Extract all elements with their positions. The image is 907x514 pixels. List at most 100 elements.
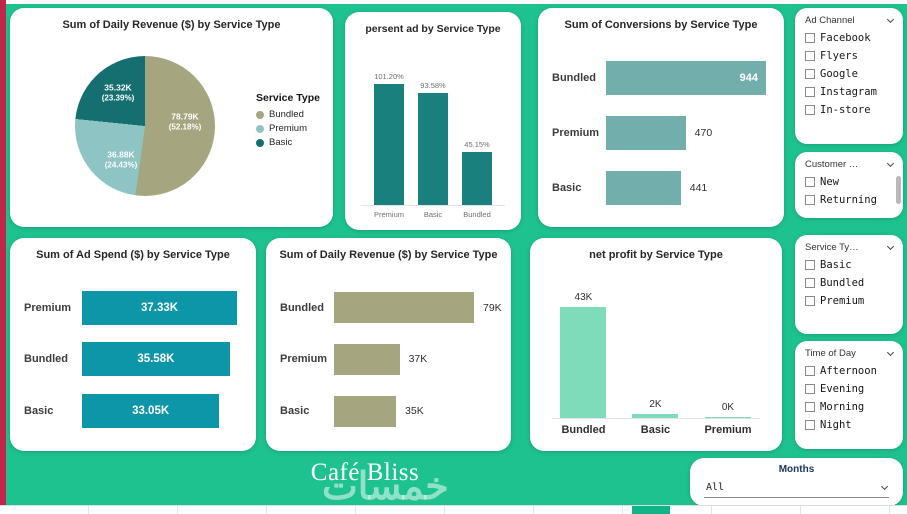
filter-option[interactable]: Instagram bbox=[804, 83, 894, 101]
card-ad-spend: Sum of Ad Spend ($) by Service Type Prem… bbox=[10, 238, 256, 451]
filter-option-label: Afternoon bbox=[820, 365, 877, 377]
bar[interactable] bbox=[560, 307, 607, 419]
chart-title: Sum of Ad Spend ($) by Service Type bbox=[36, 249, 230, 261]
checkbox[interactable] bbox=[805, 87, 815, 97]
checkbox[interactable] bbox=[805, 105, 815, 115]
filter-option[interactable]: Evening bbox=[804, 380, 894, 398]
months-slicer: Months All bbox=[690, 458, 903, 506]
bar[interactable] bbox=[334, 292, 474, 324]
checkbox[interactable] bbox=[805, 384, 815, 394]
scrollbar[interactable] bbox=[896, 176, 901, 204]
filter-option[interactable]: Afternoon bbox=[804, 362, 894, 380]
legend-swatch bbox=[256, 110, 264, 119]
checkbox[interactable] bbox=[805, 260, 815, 270]
chevron-down-icon bbox=[886, 242, 895, 250]
filter-option[interactable]: Returning bbox=[804, 191, 894, 209]
checkbox[interactable] bbox=[805, 51, 815, 61]
bar-column: 2K Basic bbox=[632, 286, 679, 441]
bar-value-label: 79K bbox=[483, 301, 502, 314]
bar-category-label: Premium bbox=[704, 424, 752, 436]
legend-label: Bundled bbox=[269, 109, 304, 120]
slicer-ad-channel: Ad Channel Facebook Flyers Google Instagram I… bbox=[795, 8, 903, 144]
bar[interactable] bbox=[632, 413, 679, 419]
bar-category-label: Basic bbox=[280, 405, 310, 418]
months-label: Months bbox=[778, 464, 815, 475]
bar-row: Basic 35K bbox=[280, 395, 499, 427]
bar-row: Bundled 79K bbox=[280, 292, 502, 324]
active-sheet-tab[interactable] bbox=[632, 506, 670, 514]
filter-option[interactable]: Bundled bbox=[804, 274, 894, 292]
bar[interactable] bbox=[606, 170, 681, 205]
bar[interactable] bbox=[606, 115, 686, 150]
pie-value: 36.88K bbox=[107, 149, 135, 160]
filter-option[interactable]: New bbox=[804, 173, 894, 191]
watermark-text: خمسات bbox=[322, 466, 449, 508]
bar-value-label: 35K bbox=[405, 405, 424, 418]
filter-option[interactable]: Night bbox=[804, 416, 894, 434]
bar-row: Premium 470 bbox=[552, 115, 772, 150]
bar-category-label: Premium bbox=[552, 126, 600, 139]
bar[interactable] bbox=[334, 395, 397, 427]
filter-option-label: Flyers bbox=[820, 50, 858, 62]
bar-category-label: Basic bbox=[423, 209, 443, 219]
filter-option[interactable]: Facebook bbox=[804, 29, 894, 47]
checkbox[interactable] bbox=[805, 195, 815, 205]
filter-option-label: Night bbox=[820, 419, 852, 431]
legend-item[interactable]: Basic bbox=[256, 137, 320, 148]
pie-value: 78.79K bbox=[171, 111, 199, 122]
bar-category-label: Basic bbox=[640, 424, 671, 436]
bar[interactable]: 37.33K bbox=[82, 290, 237, 325]
bar-category-label: Bundled bbox=[24, 353, 68, 366]
filter-option-label: Facebook bbox=[820, 32, 871, 44]
checkbox[interactable] bbox=[805, 366, 815, 376]
checkbox[interactable] bbox=[805, 177, 815, 187]
checkbox[interactable] bbox=[805, 420, 815, 430]
chart-title: Sum of Daily Revenue ($) by Service Type bbox=[279, 249, 498, 261]
sheet-strip[interactable] bbox=[0, 505, 907, 514]
bar-track: 35K bbox=[334, 395, 499, 427]
legend-label: Premium bbox=[269, 123, 308, 134]
legend-item[interactable]: Bundled bbox=[256, 109, 320, 120]
checkbox[interactable] bbox=[805, 402, 815, 412]
legend: Service Type Bundled Premium Basic bbox=[256, 92, 320, 151]
bar-row: Premium 37.33K bbox=[24, 290, 244, 325]
legend-items: Bundled Premium Basic bbox=[256, 109, 320, 148]
bar-row: Basic 33.05K bbox=[24, 394, 244, 429]
filter-header[interactable]: Customer … bbox=[804, 159, 895, 173]
x-axis-line bbox=[361, 205, 505, 206]
bar-value-label: 43K bbox=[574, 292, 593, 303]
checkbox[interactable] bbox=[805, 33, 815, 43]
bar[interactable]: 33.05K bbox=[82, 394, 220, 429]
filter-header[interactable]: Ad Channel bbox=[804, 15, 895, 29]
filter-header[interactable]: Service Ty… bbox=[804, 242, 895, 256]
filter-option[interactable]: In-store bbox=[804, 101, 894, 119]
bar[interactable] bbox=[418, 93, 448, 206]
bar-track: 37.33K bbox=[82, 290, 244, 325]
checkbox[interactable] bbox=[805, 296, 815, 306]
months-dropdown[interactable]: All bbox=[704, 480, 889, 498]
bar-row: Bundled 944 bbox=[552, 60, 772, 95]
legend-item[interactable]: Premium bbox=[256, 123, 320, 134]
bar[interactable] bbox=[373, 84, 404, 206]
bar-row: Basic 441 bbox=[552, 170, 772, 205]
bar[interactable]: 35.58K bbox=[82, 342, 230, 377]
filter-option[interactable]: Premium bbox=[804, 292, 894, 310]
bar-value-label: 441 bbox=[689, 181, 708, 194]
bar[interactable] bbox=[334, 343, 400, 375]
checkbox[interactable] bbox=[805, 69, 815, 79]
filter-option-label: New bbox=[820, 176, 839, 188]
chevron-down-icon bbox=[886, 159, 895, 167]
filter-option[interactable]: Flyers bbox=[804, 47, 894, 65]
legend-swatch bbox=[256, 124, 264, 133]
bar[interactable]: 944 bbox=[606, 60, 766, 95]
pie-chart[interactable] bbox=[75, 56, 215, 196]
checkbox[interactable] bbox=[805, 278, 815, 288]
filter-option[interactable]: Basic bbox=[804, 256, 894, 274]
bar-plot: Bundled 79K Premium 37K Basic 35K bbox=[280, 282, 502, 437]
bar-value-label: 944 bbox=[739, 71, 758, 84]
filter-header[interactable]: Time of Day bbox=[804, 348, 895, 362]
pie-value: 35.32K bbox=[104, 82, 132, 93]
filter-option[interactable]: Google bbox=[804, 65, 894, 83]
bar[interactable] bbox=[462, 151, 492, 206]
filter-option[interactable]: Morning bbox=[804, 398, 894, 416]
